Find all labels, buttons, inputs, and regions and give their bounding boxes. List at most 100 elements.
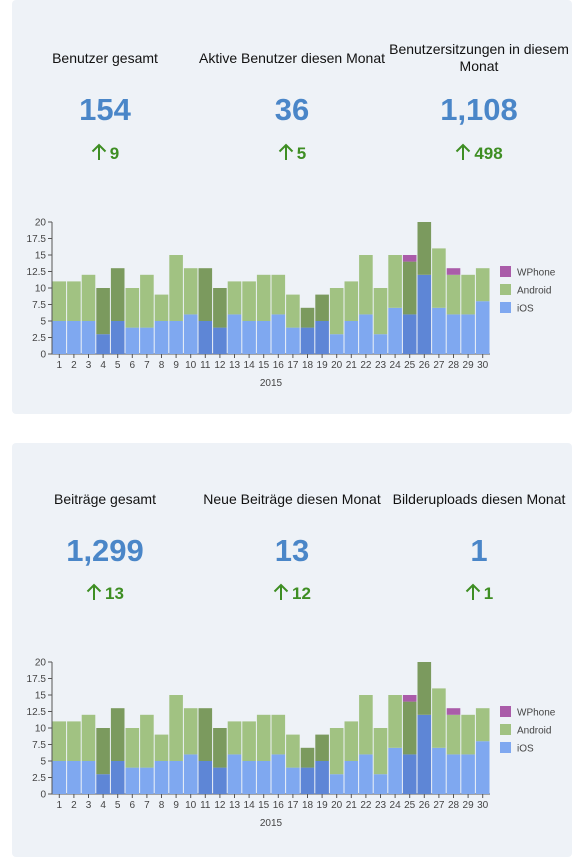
bar-ios xyxy=(213,327,227,354)
bar-ios xyxy=(242,321,256,354)
bar-ios xyxy=(300,327,315,354)
x-tick-label: 25 xyxy=(404,800,416,811)
y-tick-label: 0 xyxy=(40,790,46,801)
bar-android xyxy=(96,728,110,775)
x-tick-label: 8 xyxy=(159,360,165,371)
x-axis-label: 2015 xyxy=(260,378,283,389)
bar-android xyxy=(432,688,446,748)
x-tick-label: 30 xyxy=(477,360,489,371)
stat-delta-value: 12 xyxy=(292,583,311,603)
bar-android xyxy=(475,708,490,742)
bar-android xyxy=(213,288,227,328)
stat-label: Beiträge gesamt xyxy=(54,490,156,507)
x-tick-label: 4 xyxy=(100,800,106,811)
bar-ios xyxy=(67,321,81,354)
x-tick-label: 28 xyxy=(448,800,460,811)
bar-ios xyxy=(344,761,359,794)
bar-android xyxy=(446,714,461,755)
x-tick-label: 17 xyxy=(287,360,299,371)
bar-ios xyxy=(110,761,125,794)
x-tick-label: 11 xyxy=(200,360,211,371)
x-tick-label: 18 xyxy=(302,360,314,371)
x-tick-label: 24 xyxy=(390,800,402,811)
bar-ios xyxy=(373,334,388,354)
y-tick-label: 20 xyxy=(35,218,47,229)
bar-ios xyxy=(256,321,271,354)
x-tick-label: 20 xyxy=(331,800,343,811)
bar-ios xyxy=(329,334,344,354)
x-tick-label: 7 xyxy=(144,800,150,811)
bar-ios xyxy=(388,307,402,354)
y-tick-label: 15 xyxy=(35,251,47,262)
x-tick-label: 19 xyxy=(317,360,329,371)
bar-android xyxy=(286,294,300,328)
x-tick-label: 27 xyxy=(433,800,445,811)
bar-ios xyxy=(271,754,286,794)
legend-swatch xyxy=(500,706,511,717)
bar-android xyxy=(81,714,96,761)
bar-android xyxy=(432,248,446,308)
x-tick-label: 6 xyxy=(130,800,136,811)
legend-swatch xyxy=(500,302,511,313)
legend-swatch xyxy=(500,284,511,295)
legend-swatch xyxy=(500,266,511,277)
bar-ios xyxy=(227,754,242,794)
bar-ios xyxy=(388,747,402,794)
x-tick-label: 27 xyxy=(433,360,445,371)
stat-label: Aktive Benutzer diesen Monat xyxy=(199,49,385,66)
y-tick-label: 10 xyxy=(35,724,47,735)
y-tick-label: 20 xyxy=(35,658,47,669)
bar-ios xyxy=(461,754,475,794)
y-tick-label: 2.5 xyxy=(32,333,46,344)
bar-wphone xyxy=(402,695,417,702)
posts-stats-card: Beiträge gesamt 1,299 13 Neue Beiträge d… xyxy=(12,443,572,857)
x-tick-label: 18 xyxy=(302,800,314,811)
bar-ios xyxy=(183,754,198,794)
bar-android xyxy=(110,708,125,761)
bar-android xyxy=(446,274,461,315)
bar-ios xyxy=(432,307,446,354)
bar-android xyxy=(227,721,242,755)
bar-android xyxy=(402,701,417,755)
bar-android xyxy=(373,728,388,775)
bar-ios xyxy=(286,767,300,794)
bar-android xyxy=(256,714,271,761)
legend-swatch xyxy=(500,724,511,735)
y-tick-label: 7.5 xyxy=(32,740,46,751)
stat-delta: 9 xyxy=(12,143,198,166)
bar-android xyxy=(417,222,432,275)
bar-ios xyxy=(446,314,461,354)
bar-wphone xyxy=(402,255,417,262)
bar-android xyxy=(154,734,169,761)
bar-android xyxy=(344,281,359,321)
bar-ios xyxy=(432,747,446,794)
bar-ios xyxy=(96,774,110,794)
stat-delta-value: 13 xyxy=(105,583,124,603)
x-tick-label: 9 xyxy=(173,800,179,811)
bar-android xyxy=(81,274,96,321)
bar-ios xyxy=(359,754,373,794)
x-tick-label: 15 xyxy=(258,800,270,811)
x-tick-label: 5 xyxy=(115,800,121,811)
x-tick-label: 9 xyxy=(173,360,179,371)
bar-ios xyxy=(125,327,140,354)
y-tick-label: 12.5 xyxy=(27,267,47,278)
bar-ios xyxy=(329,774,344,794)
x-tick-label: 20 xyxy=(331,360,343,371)
bar-android xyxy=(110,268,125,321)
bar-ios xyxy=(198,761,213,794)
stat-label: Benutzersitzungen in diesem Monat xyxy=(389,41,569,74)
y-tick-label: 17.5 xyxy=(27,674,47,685)
bar-android xyxy=(373,288,388,335)
bar-android xyxy=(96,288,110,335)
stat-delta: 498 xyxy=(386,143,572,166)
bar-android xyxy=(198,268,213,321)
bar-android xyxy=(227,281,242,315)
bar-ios xyxy=(417,274,432,354)
bar-android xyxy=(271,274,286,315)
bar-ios xyxy=(271,314,286,354)
y-tick-label: 2.5 xyxy=(32,773,46,784)
x-tick-label: 30 xyxy=(477,800,489,811)
bar-wphone xyxy=(446,268,461,275)
